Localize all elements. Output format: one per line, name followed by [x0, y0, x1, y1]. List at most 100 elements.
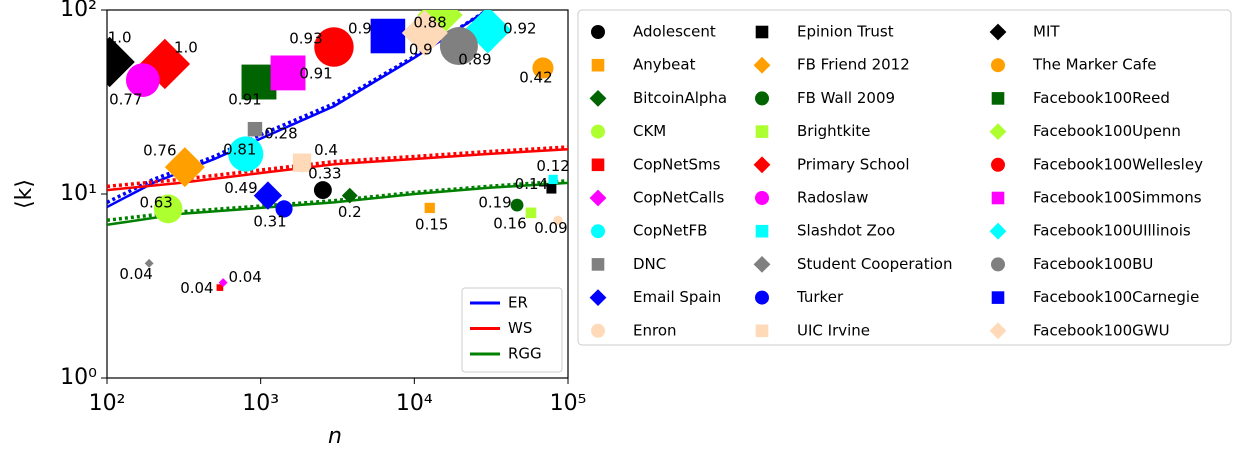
legend-label: Student Cooperation [797, 255, 953, 273]
marker [401, 10, 448, 57]
marker [424, 202, 435, 214]
marker [510, 198, 524, 212]
legend-label: CopNetCalls [633, 189, 725, 207]
marker [253, 181, 283, 210]
data-label: 1.0 [108, 28, 132, 46]
data-label: 0.92 [503, 19, 536, 37]
marker [216, 284, 224, 291]
data-label: 0.9 [348, 20, 372, 38]
legend-label: DNC [633, 255, 666, 273]
marker [553, 215, 563, 225]
legend-marker [755, 191, 769, 205]
legend-marker [591, 124, 605, 139]
legend-label: MIT [1033, 23, 1060, 41]
x-tick-label: 10⁵ [550, 391, 587, 416]
legend-label: Brightkite [797, 122, 871, 140]
legend-label: Facebook100Reed [1033, 89, 1170, 107]
legend-marker [991, 92, 1005, 105]
legend-label: Radoslaw [797, 189, 868, 207]
legend-marker [991, 157, 1005, 172]
legend-label: Facebook100UIllinois [1033, 222, 1191, 240]
legend-label: RGG [508, 345, 542, 363]
legend-marker [989, 123, 1007, 140]
x-tick-label: 10² [89, 391, 126, 416]
data-label: 0.91 [299, 64, 332, 82]
legend-marker [991, 191, 1005, 205]
legend-marker [753, 256, 771, 273]
x-axis-label: n [328, 424, 342, 449]
data-label: 0.04 [119, 265, 152, 283]
model-line [107, 148, 568, 192]
marker [125, 63, 160, 97]
x-tick-label: 10³ [242, 391, 279, 416]
data-label: 0.89 [458, 51, 491, 69]
model-line [107, 10, 489, 209]
data-label: 0.77 [109, 91, 142, 109]
legend-label: Facebook100Upenn [1033, 122, 1181, 140]
legend-label: Turker [796, 288, 844, 306]
marker [247, 121, 263, 137]
legend-marker [753, 56, 771, 74]
legend-label: Anybeat [633, 56, 696, 74]
data-label: 0.4 [314, 141, 338, 159]
legend-marker [591, 224, 605, 239]
legend-marker [991, 257, 1005, 272]
marker [164, 147, 205, 188]
marker [525, 207, 537, 219]
legend-marker [591, 58, 605, 72]
legend-marker [591, 25, 605, 39]
legend-marker [755, 324, 769, 338]
marker [439, 27, 478, 66]
x-tick-label: 10⁴ [396, 391, 433, 416]
legend-label: Facebook100BU [1033, 255, 1153, 273]
legend-label: UIC Irvine [797, 321, 870, 339]
legend-box [577, 9, 1232, 346]
marker [314, 27, 354, 67]
data-label: 0.04 [180, 279, 213, 297]
legend-label: CopNetSms [633, 155, 721, 173]
legend-label: Facebook100Wellesley [1033, 155, 1203, 173]
data-label: 0.76 [143, 142, 176, 160]
data-label: 0.14 [515, 175, 548, 193]
legend-marker [755, 91, 769, 106]
y-axis-label: ⟨k⟩ [12, 179, 37, 209]
marker [275, 200, 293, 218]
legend-label: ER [508, 294, 528, 312]
legend-marker [589, 289, 607, 306]
data-label: 0.31 [253, 212, 286, 230]
y-tick-label: 10¹ [60, 181, 97, 206]
legend-label: Adolescent [633, 23, 716, 41]
marker [292, 153, 312, 172]
data-label: 0.9 [409, 40, 433, 58]
legend-marker [755, 125, 769, 138]
marker [464, 10, 512, 54]
legend-marker [591, 158, 605, 172]
legend-marker [755, 25, 769, 39]
data-label: 1.0 [174, 38, 198, 56]
data-label: 0.09 [534, 219, 567, 237]
data-label: 0.42 [519, 68, 552, 86]
data-label: 0.33 [308, 165, 341, 183]
legend-label: The Marker Cafe [1032, 56, 1156, 74]
legend-label: BitcoinAlpha [633, 89, 727, 107]
legend-label: Enron [633, 321, 677, 339]
data-label: 0.19 [478, 194, 511, 212]
legend-label: CKM [633, 122, 666, 140]
legend-marker [753, 156, 771, 174]
legend-marker [591, 323, 605, 338]
legend-label: Epinion Trust [797, 23, 894, 41]
legend-label: Facebook100GWU [1033, 321, 1170, 339]
line-legend-box [461, 287, 563, 373]
marker [548, 174, 558, 185]
legend-label: Facebook100Simmons [1033, 189, 1202, 207]
legend-marker [991, 58, 1005, 73]
legend-marker [989, 322, 1007, 340]
data-label: 0.91 [228, 91, 261, 109]
marker [107, 36, 135, 88]
data-label: 0.16 [493, 214, 526, 232]
legend-marker [589, 90, 607, 107]
data-label: 0.28 [264, 125, 297, 143]
marker [218, 278, 228, 288]
marker [313, 181, 332, 200]
marker [228, 136, 264, 172]
